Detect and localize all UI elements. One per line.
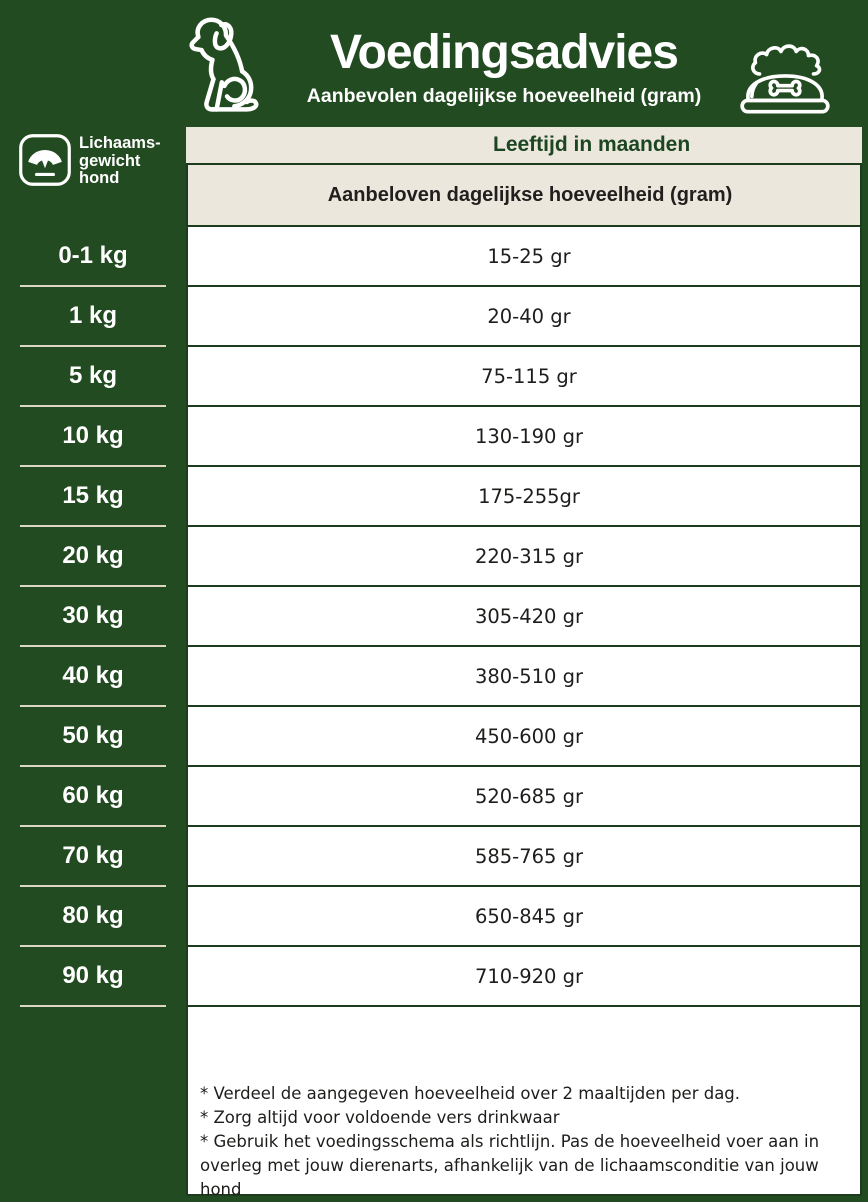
weight-row: 90 kg	[0, 947, 186, 1007]
page-title: Voedingsadvies	[330, 26, 679, 79]
weight-row: 20 kg	[0, 527, 186, 587]
footnote: * Gebruik het voedingsschema als richtli…	[200, 1132, 820, 1199]
weight-label: 10 kg	[62, 422, 124, 449]
feeding-table: Leeftijd in maanden Aanbeloven dagelijks…	[186, 127, 862, 1199]
footnote: * Zorg altijd voor voldoende vers drinkw…	[200, 1108, 560, 1127]
weight-label: 70 kg	[62, 842, 124, 869]
amount-value: 130-190 gr	[474, 424, 584, 448]
table-row: 650-845 gr	[188, 887, 860, 947]
footnotes: * Verdeel de aangegeven hoeveelheid over…	[188, 1007, 860, 1199]
weight-row: 5 kg	[0, 347, 186, 407]
weight-label: 1 kg	[68, 302, 118, 329]
page-subtitle: Aanbevolen dagelijkse hoeveelheid (gram)	[306, 85, 702, 107]
table-row: 710-920 gr	[188, 947, 860, 1007]
weight-row: 0-1 kg	[0, 227, 186, 287]
weight-row: 60 kg	[0, 767, 186, 827]
weight-label: 40 kg	[62, 662, 124, 689]
table-row: 305-420 gr	[188, 587, 860, 647]
table-row: 520-685 gr	[188, 767, 860, 827]
table-subheader: Aanbeloven dagelijkse hoeveelheid (gram)	[188, 165, 860, 227]
table-row: 450-600 gr	[188, 707, 860, 767]
sidebar-label: Lichaams- gewicht hond	[79, 134, 161, 187]
table-frame: Aanbeloven dagelijkse hoeveelheid (gram)…	[186, 163, 862, 1199]
amount-value: 520-685 gr	[474, 784, 584, 808]
amount-value: 710-920 gr	[474, 964, 584, 988]
weight-label: 50 kg	[62, 722, 124, 749]
amount-value: 650-845 gr	[474, 904, 584, 928]
amount-value: 380-510 gr	[474, 664, 584, 688]
table-header: Leeftijd in maanden	[186, 127, 862, 163]
weight-label: 60 kg	[62, 782, 124, 809]
table-row: 220-315 gr	[188, 527, 860, 587]
amount-value: 20-40 gr	[487, 304, 571, 328]
weight-row: 10 kg	[0, 407, 186, 467]
table-row: 380-510 gr	[188, 647, 860, 707]
footnote: * Verdeel de aangegeven hoeveelheid over…	[200, 1084, 741, 1103]
title-block: Voedingsadvies Aanbevolen dagelijkse hoe…	[150, 27, 858, 108]
dog-bowl-icon	[734, 38, 836, 118]
weight-label: 90 kg	[62, 962, 124, 989]
amount-value: 305-420 gr	[474, 604, 584, 628]
weight-row: 80 kg	[0, 887, 186, 947]
amount-value: 75-115 gr	[481, 364, 577, 388]
weight-row: 1 kg	[0, 287, 186, 347]
amount-value: 585-765 gr	[474, 844, 584, 868]
weight-label: 30 kg	[62, 602, 124, 629]
amount-value: 175-255gr	[478, 484, 580, 508]
weight-row: 50 kg	[0, 707, 186, 767]
amount-value: 220-315 gr	[474, 544, 584, 568]
weight-label: 15 kg	[62, 482, 124, 509]
weight-label: 80 kg	[62, 902, 124, 929]
table-row: 20-40 gr	[188, 287, 860, 347]
table-row: 175-255gr	[188, 467, 860, 527]
table-row: 75-115 gr	[188, 347, 860, 407]
table-row: 130-190 gr	[188, 407, 860, 467]
weight-row: 15 kg	[0, 467, 186, 527]
table-row: 15-25 gr	[188, 227, 860, 287]
table-row: 585-765 gr	[188, 827, 860, 887]
weight-row: 40 kg	[0, 647, 186, 707]
weight-column: 0-1 kg 1 kg 5 kg 10 kg 15 kg 20 kg 30 kg…	[0, 227, 186, 1007]
amount-value: 450-600 gr	[474, 724, 584, 748]
weight-label: 20 kg	[62, 542, 124, 569]
weight-label: 0-1 kg	[58, 242, 128, 269]
weight-label: 5 kg	[68, 362, 118, 389]
weight-row: 70 kg	[0, 827, 186, 887]
weight-scale-icon	[17, 132, 73, 188]
weight-row: 30 kg	[0, 587, 186, 647]
amount-value: 15-25 gr	[487, 244, 571, 268]
dog-icon	[164, 12, 264, 114]
